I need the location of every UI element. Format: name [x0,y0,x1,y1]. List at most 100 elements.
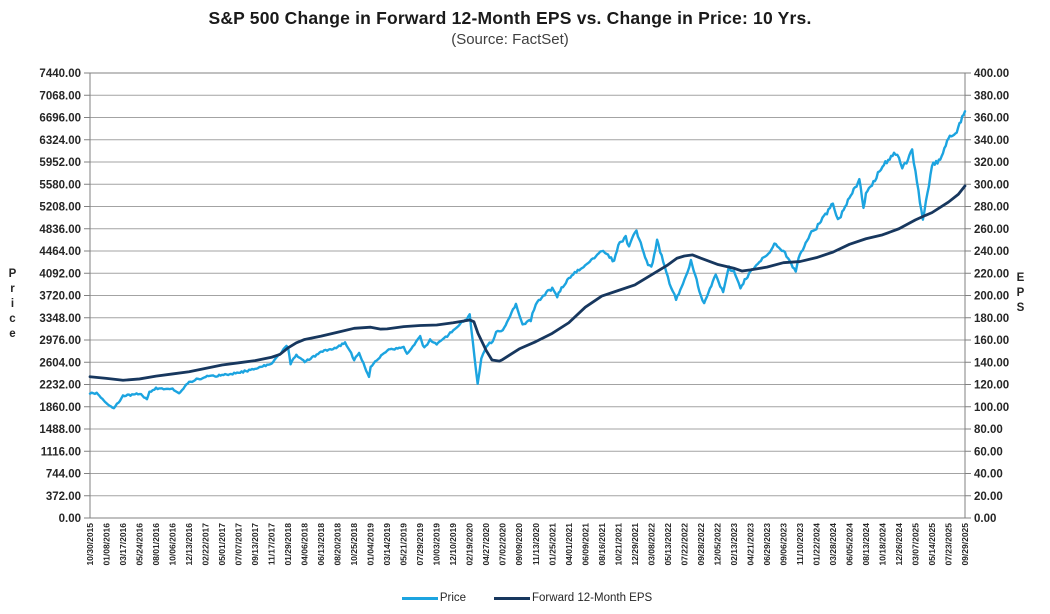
svg-text:320.00: 320.00 [974,157,1009,169]
svg-text:60.00: 60.00 [974,446,1003,458]
svg-text:7440.00: 7440.00 [39,68,81,80]
svg-text:06/09/2021: 06/09/2021 [580,523,590,566]
svg-text:6696.00: 6696.00 [39,113,81,125]
legend-item-eps: Forward 12-Month EPS [494,592,652,604]
svg-text:340.00: 340.00 [974,135,1009,147]
svg-text:1488.00: 1488.00 [39,424,81,436]
svg-text:100.00: 100.00 [974,402,1009,414]
svg-text:2604.00: 2604.00 [39,357,81,369]
svg-text:08/16/2021: 08/16/2021 [597,523,607,566]
svg-text:4092.00: 4092.00 [39,268,81,280]
svg-text:03/08/2022: 03/08/2022 [646,523,656,566]
svg-text:240.00: 240.00 [974,246,1009,258]
svg-text:03/28/2024: 03/28/2024 [828,523,838,566]
svg-text:01/25/2021: 01/25/2021 [547,523,557,566]
svg-text:02/22/2017: 02/22/2017 [201,523,211,566]
eps-line-swatch [494,596,531,600]
svg-text:08/20/2018: 08/20/2018 [333,523,343,566]
svg-text:04/21/2023: 04/21/2023 [745,523,755,566]
svg-text:08/01/2016: 08/01/2016 [151,523,161,566]
svg-text:07/29/2019: 07/29/2019 [415,523,425,566]
legend-label-eps: Forward 12-Month EPS [532,592,653,604]
svg-text:12/26/2024: 12/26/2024 [894,523,904,566]
svg-text:03/17/2016: 03/17/2016 [118,523,128,566]
svg-text:09/13/2017: 09/13/2017 [250,523,260,566]
svg-text:0.00: 0.00 [59,513,81,525]
svg-text:07/02/2020: 07/02/2020 [498,523,508,566]
svg-text:40.00: 40.00 [974,469,1003,481]
price-line-swatch [401,596,438,600]
svg-text:05/14/2025: 05/14/2025 [927,523,937,566]
svg-text:07/07/2017: 07/07/2017 [234,523,244,566]
svg-text:140.00: 140.00 [974,357,1009,369]
chart-legend: Price Forward 12-Month EPS [0,592,1050,604]
svg-text:05/24/2016: 05/24/2016 [135,523,145,566]
svg-text:06/29/2023: 06/29/2023 [762,523,772,566]
svg-text:09/29/2025: 09/29/2025 [960,523,970,566]
svg-text:180.00: 180.00 [974,313,1009,325]
svg-text:01/22/2024: 01/22/2024 [811,523,821,566]
svg-text:12/05/2022: 12/05/2022 [712,523,722,566]
svg-text:380.00: 380.00 [974,90,1009,102]
svg-text:01/04/2019: 01/04/2019 [366,523,376,566]
svg-text:09/28/2022: 09/28/2022 [696,523,706,566]
svg-text:04/01/2021: 04/01/2021 [564,523,574,566]
chart-title: S&P 500 Change in Forward 12-Month EPS v… [208,8,812,28]
svg-text:12/29/2021: 12/29/2021 [630,523,640,566]
svg-text:7068.00: 7068.00 [39,90,81,102]
svg-text:360.00: 360.00 [974,113,1009,125]
svg-text:03/14/2019: 03/14/2019 [382,523,392,566]
svg-text:80.00: 80.00 [974,424,1003,436]
svg-text:200.00: 200.00 [974,291,1009,303]
svg-text:300.00: 300.00 [974,179,1009,191]
svg-text:10/30/2015: 10/30/2015 [85,523,95,566]
legend-item-price: Price [401,592,467,604]
svg-text:09/06/2023: 09/06/2023 [778,523,788,566]
svg-text:5208.00: 5208.00 [39,202,81,214]
svg-text:05/01/2017: 05/01/2017 [217,523,227,566]
svg-text:744.00: 744.00 [46,469,81,481]
svg-text:01/29/2018: 01/29/2018 [283,523,293,566]
chart-subtitle: (Source: FactSet) [451,31,569,48]
svg-text:5952.00: 5952.00 [39,157,81,169]
svg-text:10/03/2019: 10/03/2019 [432,523,442,566]
svg-text:3720.00: 3720.00 [39,291,81,303]
svg-text:01/08/2016: 01/08/2016 [102,523,112,566]
left-axis-title: Price [6,268,19,343]
svg-text:160.00: 160.00 [974,335,1009,347]
svg-text:2976.00: 2976.00 [39,335,81,347]
svg-text:12/10/2019: 12/10/2019 [448,523,458,566]
svg-text:11/10/2023: 11/10/2023 [795,523,805,565]
svg-text:02/19/2020: 02/19/2020 [465,523,475,566]
svg-text:20.00: 20.00 [974,491,1003,503]
svg-text:08/13/2024: 08/13/2024 [861,523,871,566]
svg-text:12/13/2016: 12/13/2016 [184,523,194,566]
svg-text:03/07/2025: 03/07/2025 [910,523,920,566]
svg-text:02/13/2023: 02/13/2023 [729,523,739,566]
svg-text:10/21/2021: 10/21/2021 [613,523,623,566]
svg-text:280.00: 280.00 [974,202,1009,214]
svg-text:10/25/2018: 10/25/2018 [349,523,359,566]
svg-text:11/13/2020: 11/13/2020 [531,523,541,565]
svg-text:400.00: 400.00 [974,68,1009,80]
svg-text:6324.00: 6324.00 [39,135,81,147]
svg-text:07/22/2022: 07/22/2022 [679,523,689,566]
svg-text:10/18/2024: 10/18/2024 [877,523,887,566]
svg-text:04/06/2018: 04/06/2018 [300,523,310,566]
legend-label-price: Price [439,592,467,604]
svg-text:4464.00: 4464.00 [39,246,81,258]
svg-text:06/13/2018: 06/13/2018 [316,523,326,566]
svg-text:1116.00: 1116.00 [41,446,81,458]
svg-text:04/27/2020: 04/27/2020 [481,523,491,566]
svg-text:09/09/2020: 09/09/2020 [514,523,524,566]
right-axis-title: EPS [1014,272,1027,317]
svg-text:0.00: 0.00 [974,513,996,525]
svg-text:4836.00: 4836.00 [39,224,81,236]
svg-text:10/06/2016: 10/06/2016 [168,523,178,566]
svg-text:5580.00: 5580.00 [39,179,81,191]
svg-text:1860.00: 1860.00 [39,402,81,414]
svg-text:05/13/2022: 05/13/2022 [663,523,673,566]
svg-text:3348.00: 3348.00 [39,313,81,325]
svg-text:372.00: 372.00 [46,491,81,503]
